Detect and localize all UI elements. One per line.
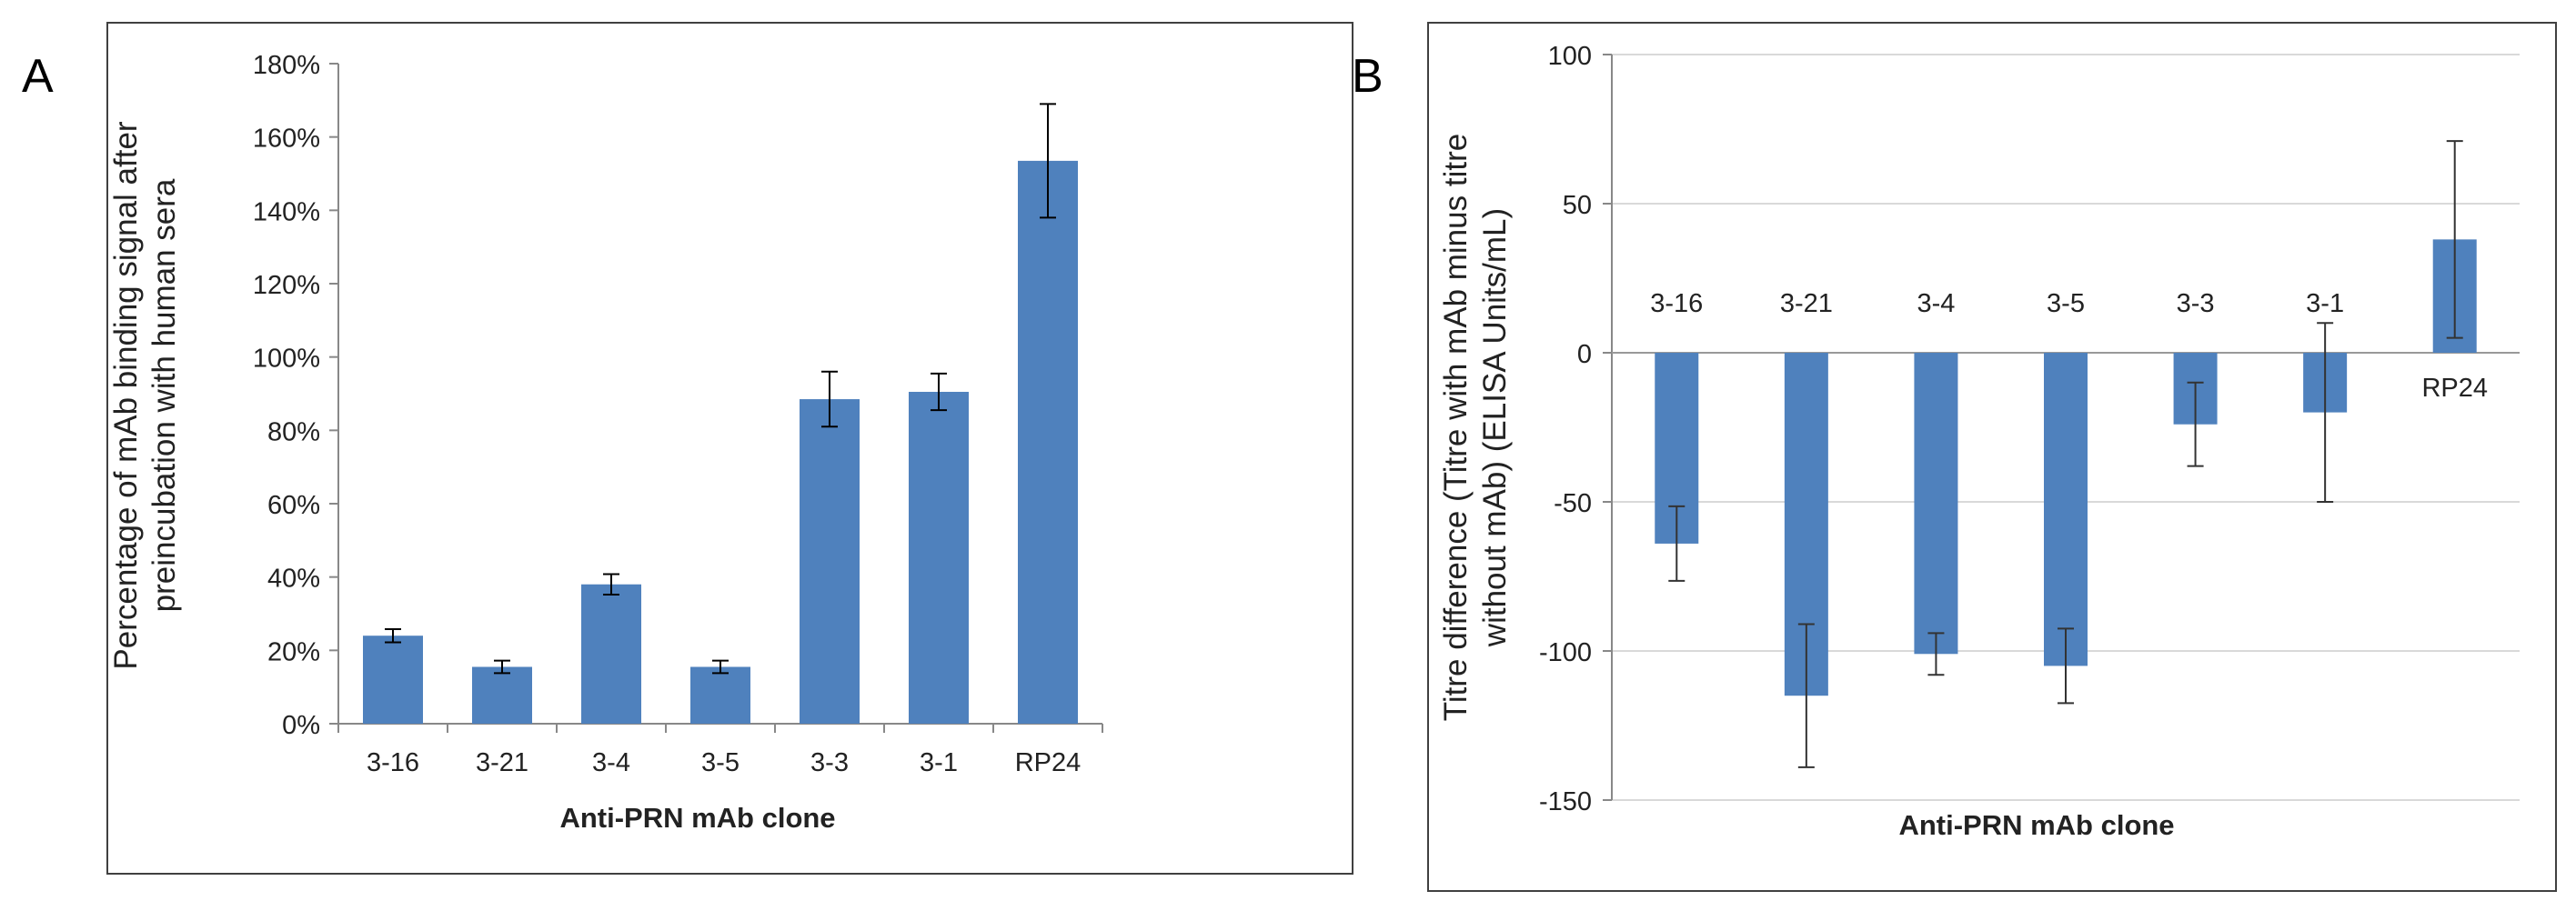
panel-a-y-tick-label: 40% (267, 565, 320, 594)
panel-b-y-tick-label: -50 (1554, 489, 1592, 518)
panel-a-ylabel: Percentage of mAb binding signal after p… (108, 121, 182, 669)
panel-b-category-label: 3-21 (1780, 289, 1833, 318)
panel-b-y-tick-label: 0 (1577, 340, 1592, 369)
panel-b-y-tick-label: 50 (1563, 191, 1592, 220)
panel-a-bar (690, 666, 750, 724)
panel-a-y-tick-label: 140% (253, 197, 320, 226)
panel-b-letter: B (1352, 50, 1384, 103)
panel-b-category-label: 3-1 (2306, 289, 2344, 318)
panel-a-category-label: 3-16 (367, 748, 419, 777)
panel-a-category-label: 3-4 (592, 748, 630, 777)
panel-a-bar (472, 666, 532, 724)
panel-a-bar (909, 391, 969, 724)
panel-a-y-tick-label: 160% (253, 125, 320, 154)
panel-b-ylabel-line-1: Titre difference (Titre with mAb minus t… (1438, 134, 1474, 721)
panel-a-xlabel: Anti-PRN mAb clone (559, 802, 835, 834)
panel-a-bar (1018, 160, 1078, 725)
panel-a-letter: A (22, 50, 54, 103)
panel-b-plot: -150 -100 -50 0 50 100 3-16 3-21 3-4 3-5 3-3 3-1 RP2… (1539, 42, 2520, 816)
panel-a-y-tick-label: 20% (267, 637, 320, 666)
panel-a-bar (581, 584, 641, 724)
panel-a-category-label: 3-1 (920, 748, 958, 777)
panel-a-bar (800, 399, 860, 724)
panel-b-category-label: RP24 (2421, 374, 2488, 403)
panel-a-y-tick-label: 0% (282, 711, 320, 740)
panel-b-xlabel: Anti-PRN mAb clone (1898, 809, 2174, 841)
panel-b-frame (1427, 22, 2557, 892)
panel-b-y-tick-label: -150 (1539, 787, 1592, 816)
panel-b-category-label: 3-3 (2177, 289, 2215, 318)
panel-a-category-label: RP24 (1015, 748, 1082, 777)
panel-a-plot: 0% 20% 40% 60% 80% 100% 120% 140% 160% 180% 3-16 3-… (253, 51, 1103, 777)
panel-a-ylabel-line-1: Percentage of mAb binding signal after (108, 121, 144, 669)
panel-b-category-label: 3-16 (1650, 289, 1703, 318)
panel-a-category-label: 3-5 (701, 748, 740, 777)
panel-b-y-tick-label: -100 (1539, 638, 1592, 667)
panel-a-y-tick-label: 100% (253, 345, 320, 374)
panel-b-bar (1914, 353, 1958, 655)
panel-a-y-tick-label: 180% (253, 51, 320, 80)
panel-a-category-label: 3-21 (476, 748, 528, 777)
panel-b-category-label: 3-5 (2047, 289, 2085, 318)
panel-a-y-tick-label: 120% (253, 271, 320, 300)
panel-a-bar (363, 636, 423, 724)
panel-a-ylabel-line-2: preincubation with human sera (146, 178, 182, 612)
panel-a-y-tick-label: 60% (267, 491, 320, 520)
panel-b-y-tick-label: 100 (1548, 42, 1592, 71)
panel-a-frame (106, 22, 1353, 875)
panel-b-category-label: 3-4 (1917, 289, 1955, 318)
panel-a-category-label: 3-3 (810, 748, 849, 777)
panel-b-bar (2044, 353, 2088, 666)
panel-a-y-tick-label: 80% (267, 417, 320, 446)
panel-b-ylabel-line-2: without mAb) (ELISA Units/mL) (1477, 208, 1513, 647)
